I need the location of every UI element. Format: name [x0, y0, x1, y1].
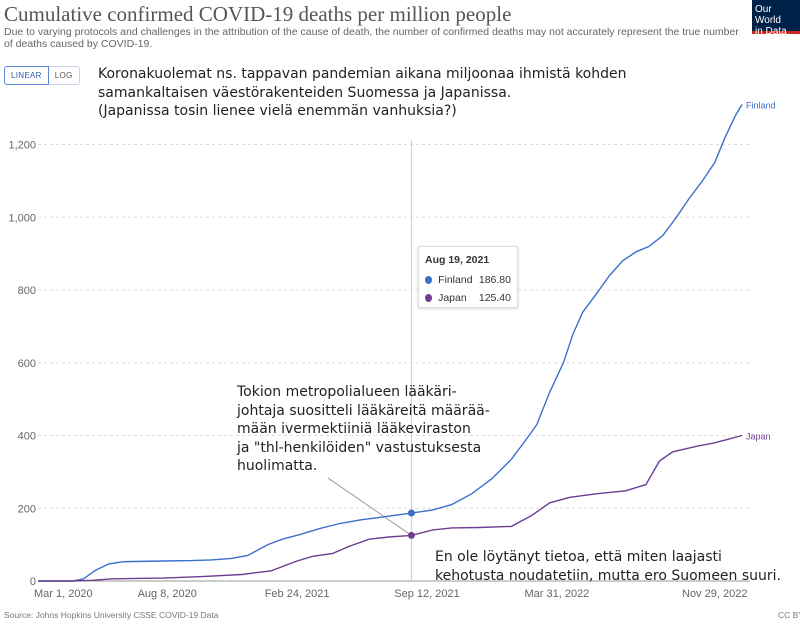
tooltip-row-japan: Japan 125.40 [425, 289, 511, 307]
x-tick-label: Mar 1, 2020 [34, 588, 93, 600]
y-tick-label: 400 [18, 431, 36, 443]
hover-point-finland [407, 509, 415, 517]
annotation-bottom: En ole löytänyt tietoa, että miten laaja… [435, 549, 782, 584]
x-tick-label: Aug 8, 2020 [138, 588, 197, 600]
chart-subtitle: Due to varying protocols and challenges … [4, 26, 739, 50]
tooltip-name: Finland [438, 274, 473, 286]
x-tick-label: Nov 29, 2022 [682, 588, 747, 600]
source-note[interactable]: Source: Johns Hopkins University CSSE CO… [4, 610, 219, 620]
scale-toggle: LINEAR LOG [4, 66, 80, 85]
y-tick-label: 800 [18, 285, 36, 297]
annotation-pointer [327, 477, 412, 536]
license-note[interactable]: CC BY [778, 610, 800, 620]
hover-point-japan [407, 531, 415, 539]
chart-title: Cumulative confirmed COVID-19 deaths per… [4, 2, 512, 26]
series-line-japan [38, 434, 743, 582]
logo-line-1: Our World [755, 4, 781, 26]
y-tick-label: 1,000 [8, 212, 36, 224]
series-label-japan: Japan [746, 432, 771, 442]
tooltip-date: Aug 19, 2021 [425, 254, 490, 266]
owid-logo[interactable]: Our World in Data [752, 0, 800, 37]
annotation-middle: Tokion metropolialueen lääkäri- johtaja … [237, 384, 490, 474]
hover-tooltip: Aug 19, 2021 Finland 186.80 Japan 125.40 [418, 246, 518, 308]
japan-dot-icon [425, 294, 433, 302]
y-tick-label: 1,200 [8, 140, 36, 152]
series-label-finland: Finland [746, 101, 776, 111]
y-axis-ticks: 0 200 400 600 800 1,000 1,200 [8, 140, 36, 588]
x-tick-label: Sep 12, 2021 [394, 588, 459, 600]
grid-lines [38, 144, 750, 582]
series-line-finland [38, 104, 743, 582]
x-tick-label: Feb 24, 2021 [265, 588, 330, 600]
tooltip-value: 125.40 [478, 292, 511, 304]
series-lines [38, 104, 743, 582]
log-scale-button[interactable]: LOG [48, 66, 80, 85]
tooltip-name: Japan [438, 292, 467, 304]
linear-scale-button[interactable]: LINEAR [4, 66, 49, 85]
hover-points [407, 509, 415, 539]
x-axis-ticks: Mar 1, 2020 Aug 8, 2020 Feb 24, 2021 Sep 12… [34, 588, 747, 600]
tooltip-value: 186.80 [478, 274, 511, 286]
finland-dot-icon [425, 276, 433, 284]
logo-line-2: in Data [755, 26, 787, 37]
y-tick-label: 600 [18, 358, 36, 370]
x-tick-label: Mar 31, 2022 [524, 588, 589, 600]
series-end-labels: Finland Japan [746, 101, 776, 442]
y-tick-label: 200 [18, 503, 36, 515]
y-tick-label: 0 [30, 576, 36, 588]
tooltip-row-finland: Finland 186.80 [425, 271, 511, 289]
annotation-top: Koronakuolemat ns. tappavan pandemian ai… [98, 66, 627, 119]
